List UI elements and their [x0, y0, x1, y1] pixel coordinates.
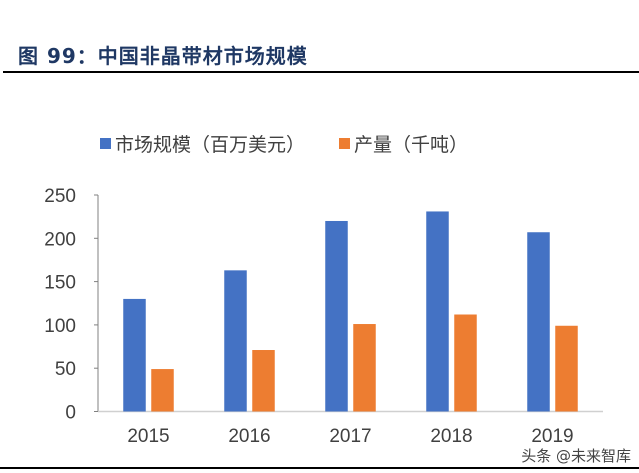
y-tick-label: 250 — [44, 186, 76, 207]
bar-2019-series-1 — [555, 325, 578, 412]
legend-swatch-output — [339, 138, 351, 149]
bar-2015-series-0 — [123, 298, 146, 412]
x-tick-label: 2016 — [228, 426, 270, 447]
x-tick-label: 2015 — [127, 426, 169, 447]
y-tick-label: 100 — [44, 316, 76, 337]
bar-2019-series-0 — [527, 232, 550, 412]
y-tick-label: 150 — [44, 273, 76, 294]
watermark: 头条 @未来智库 — [521, 447, 631, 465]
bar-2017-series-1 — [353, 324, 376, 412]
legend: 市场规模（百万美元） 产量（千吨） — [100, 130, 468, 157]
bar-2018-series-1 — [454, 314, 477, 412]
y-tick-label: 0 — [65, 403, 76, 424]
legend-item-output: 产量（千吨） — [339, 130, 468, 157]
legend-label-market: 市场规模（百万美元） — [115, 134, 306, 156]
x-tick-label: 2019 — [531, 426, 573, 447]
legend-label-output: 产量（千吨） — [354, 134, 469, 156]
bar-2016-series-1 — [252, 350, 275, 412]
title-divider — [3, 71, 639, 73]
bar-2018-series-0 — [426, 211, 449, 412]
bar-2016-series-0 — [224, 270, 247, 412]
x-tick-label: 2018 — [430, 426, 472, 447]
y-tick-label: 50 — [55, 359, 76, 380]
figure-title: 图 99：中国非晶带材市场规模 — [18, 44, 308, 68]
bar-2017-series-0 — [325, 220, 348, 412]
bottom-divider — [0, 467, 639, 469]
x-tick-label: 2017 — [329, 426, 371, 447]
legend-swatch-market — [100, 138, 111, 149]
bar-2015-series-1 — [151, 369, 174, 412]
y-tick-label: 200 — [44, 229, 76, 250]
legend-item-market: 市场规模（百万美元） — [100, 130, 305, 157]
